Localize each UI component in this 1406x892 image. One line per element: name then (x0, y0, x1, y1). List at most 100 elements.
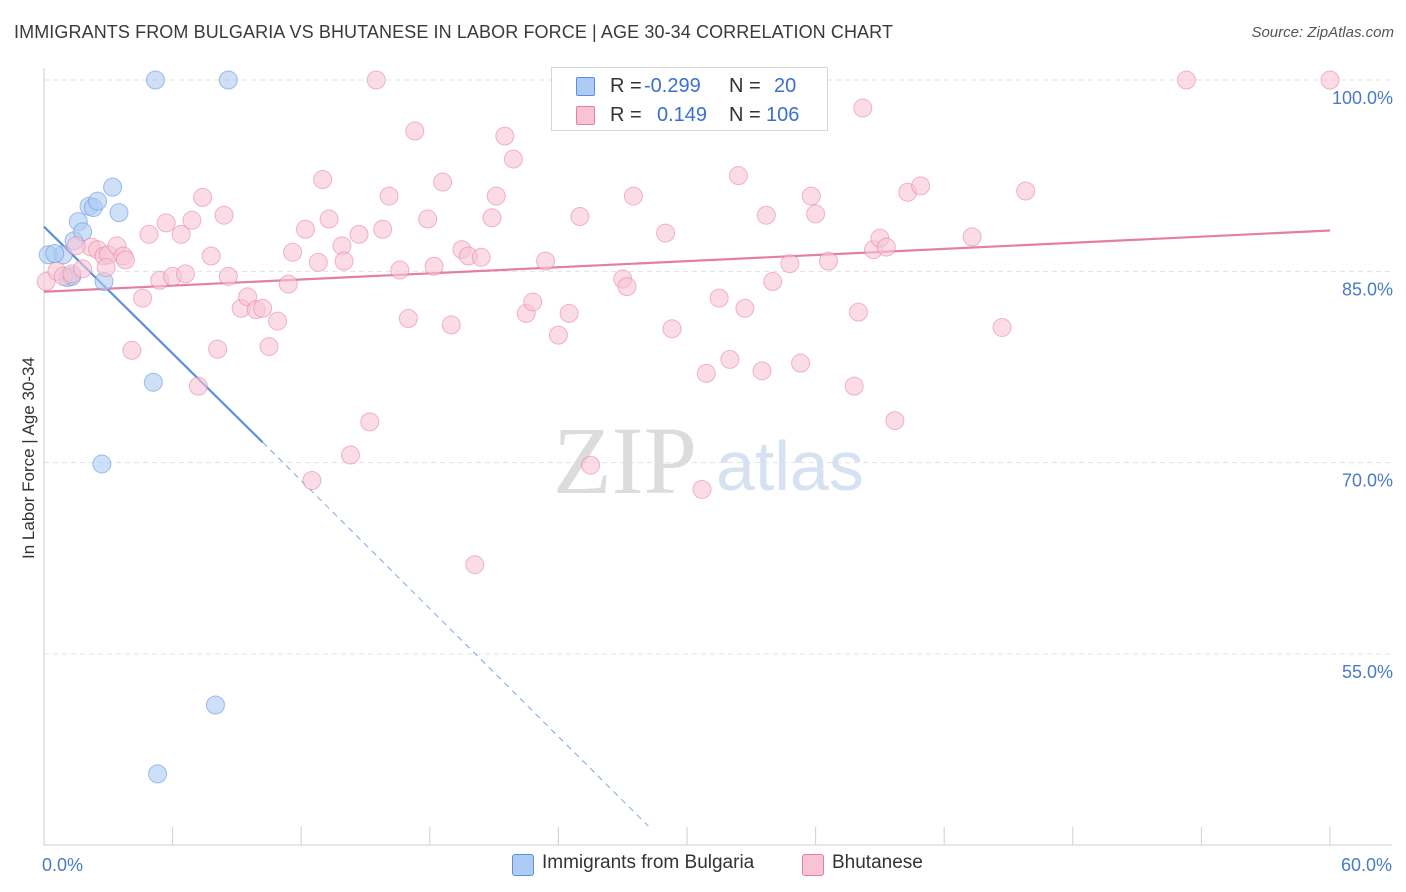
trend-line-bulgaria (43, 225, 264, 444)
point-bhutanese (570, 206, 590, 226)
point-bhutanese (503, 149, 523, 169)
legend-swatch-bhutanese (576, 106, 595, 125)
point-bhutanese (115, 250, 135, 270)
point-bhutanese (696, 363, 716, 383)
r-label: R = (610, 104, 642, 126)
point-bhutanese (962, 227, 982, 247)
point-bulgaria (92, 454, 112, 474)
watermark: ZIP atlas (553, 407, 864, 514)
legend-label-bhutanese: Bhutanese (832, 852, 923, 873)
axes (43, 68, 1392, 846)
point-bhutanese (259, 337, 279, 357)
point-bhutanese (656, 223, 676, 243)
r-value: -0.299 (644, 75, 701, 97)
point-bhutanese (418, 209, 438, 229)
source-credit: Source: ZipAtlas.com (1251, 24, 1394, 41)
point-bhutanese (122, 340, 142, 360)
y-tick-label: 55.0% (1342, 662, 1393, 682)
y-tick-label: 85.0% (1342, 279, 1393, 299)
data-points (36, 70, 1340, 784)
point-bhutanese (735, 298, 755, 318)
point-bhutanese (885, 411, 905, 431)
point-bhutanese (559, 303, 579, 323)
point-bhutanese (313, 169, 333, 189)
point-bhutanese (193, 187, 213, 207)
point-bulgaria (109, 203, 129, 223)
point-bhutanese (471, 247, 491, 267)
r-value: 0.149 (657, 104, 708, 126)
point-bhutanese (844, 376, 864, 396)
point-bhutanese (278, 274, 298, 294)
legend-swatch-bulgaria (576, 77, 595, 96)
watermark-atlas: atlas (716, 427, 864, 505)
point-bulgaria (103, 177, 123, 197)
point-bhutanese (752, 361, 772, 381)
point-bhutanese (283, 242, 303, 262)
point-bhutanese (366, 70, 386, 90)
point-bhutanese (709, 288, 729, 308)
point-bhutanese (756, 205, 776, 225)
point-bhutanese (214, 205, 234, 225)
stats-legend-row-bhutanese: R = 0.149 N = 106 (552, 101, 827, 129)
point-bhutanese (486, 186, 506, 206)
legend-swatch-bulgaria (512, 854, 534, 876)
point-bhutanese (268, 311, 288, 331)
point-bhutanese (495, 126, 515, 146)
point-bhutanese (308, 252, 328, 272)
point-bhutanese (791, 353, 811, 373)
point-bhutanese (806, 204, 826, 224)
point-bhutanese (441, 315, 461, 335)
point-bhutanese (319, 209, 339, 229)
n-value: 106 (766, 104, 800, 126)
legend-label-bulgaria: Immigrants from Bulgaria (542, 852, 755, 873)
point-bhutanese (340, 445, 360, 465)
trend-line-bulgaria-dashed (262, 441, 649, 827)
point-bhutanese (818, 251, 838, 271)
point-bhutanese (536, 251, 556, 271)
point-bhutanese (911, 176, 931, 196)
point-bhutanese (349, 224, 369, 244)
n-value: 20 (774, 75, 797, 97)
point-bhutanese (253, 298, 273, 318)
watermark-zip: ZIP (553, 407, 697, 514)
point-bhutanese (720, 349, 740, 369)
point-bhutanese (390, 260, 410, 280)
point-bhutanese (188, 376, 208, 396)
point-bhutanese (175, 264, 195, 284)
point-bulgaria (45, 243, 65, 263)
point-bhutanese (876, 237, 896, 257)
point-bhutanese (218, 266, 238, 286)
point-bulgaria (205, 695, 225, 715)
point-bhutanese (801, 186, 821, 206)
point-bhutanese (66, 236, 86, 256)
point-bhutanese (848, 302, 868, 322)
point-bulgaria (148, 764, 168, 784)
point-bhutanese (424, 256, 444, 276)
point-bhutanese (73, 259, 93, 279)
legend-swatch-bhutanese (802, 854, 824, 876)
point-bhutanese (208, 339, 228, 359)
point-bhutanese (623, 186, 643, 206)
point-bhutanese (1016, 181, 1036, 201)
point-bhutanese (465, 555, 485, 575)
stats-legend-row-bulgaria: R = -0.299 N = 20 (552, 72, 827, 100)
point-bhutanese (780, 254, 800, 274)
point-bhutanese (295, 219, 315, 239)
trend-line-bhutanese (43, 229, 1331, 293)
point-bhutanese (379, 186, 399, 206)
stats-legend: R = -0.299 N = 20 R = 0.149 N = 106 (551, 67, 828, 131)
point-bhutanese (548, 325, 568, 345)
point-bhutanese (992, 317, 1012, 337)
point-bhutanese (398, 309, 418, 329)
point-bulgaria (143, 372, 163, 392)
point-bhutanese (182, 210, 202, 230)
point-bhutanese (405, 121, 425, 141)
point-bulgaria (88, 191, 108, 211)
point-bhutanese (853, 98, 873, 118)
point-bulgaria (218, 70, 238, 90)
point-bhutanese (156, 213, 176, 233)
n-label: N = (729, 75, 761, 97)
point-bhutanese (360, 412, 380, 432)
point-bhutanese (523, 292, 543, 312)
